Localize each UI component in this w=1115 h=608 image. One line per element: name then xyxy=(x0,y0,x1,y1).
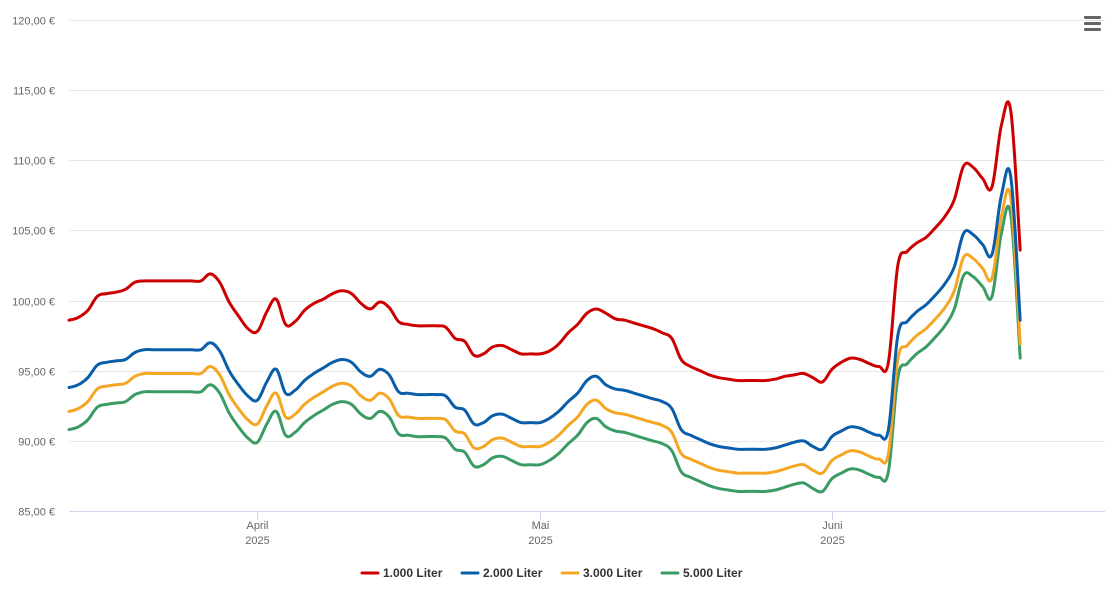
y-tick-label: 100,00 € xyxy=(12,297,55,309)
legend-label: 5.000 Liter xyxy=(683,566,743,580)
x-tick-label-year: 2025 xyxy=(245,535,269,547)
y-tick-label: 110,00 € xyxy=(13,156,55,168)
x-tick-label-year: 2025 xyxy=(820,535,844,547)
series-line-3[interactable] xyxy=(67,187,1022,476)
menu-bar-icon xyxy=(1084,22,1101,25)
y-tick-label: 95,00 € xyxy=(18,367,55,379)
x-axis: April 2025 Mai 2025 Juni 2025 xyxy=(69,511,1105,547)
x-tick-label-month: Juni xyxy=(822,520,842,532)
y-tick-label: 120,00 € xyxy=(12,16,55,28)
series-line-1[interactable] xyxy=(67,100,1022,384)
legend-label: 3.000 Liter xyxy=(583,566,643,580)
y-axis: 120,00 € 115,00 € 110,00 € 105,00 € 100,00 €… xyxy=(12,16,55,519)
y-tick-label: 105,00 € xyxy=(12,226,55,238)
x-tick-label-year: 2025 xyxy=(528,535,552,547)
legend-item[interactable]: 5.000 Liter xyxy=(660,566,743,580)
menu-bar-icon xyxy=(1084,28,1101,31)
series-line-4[interactable] xyxy=(67,204,1022,494)
series-line-2[interactable] xyxy=(67,167,1022,452)
chart-menu-hamburger-icon[interactable] xyxy=(1081,12,1105,34)
series-lines xyxy=(67,100,1022,494)
legend-item[interactable]: 3.000 Liter xyxy=(560,566,643,580)
legend-label: 2.000 Liter xyxy=(483,566,543,580)
legend[interactable]: 1.000 Liter 2.000 Liter 3.000 Liter 5.000 L… xyxy=(360,566,743,580)
legend-item[interactable]: 2.000 Liter xyxy=(460,566,543,580)
y-tick-label: 115,00 € xyxy=(13,86,55,98)
y-tick-label: 85,00 € xyxy=(18,507,55,519)
grid-lines xyxy=(69,20,1105,442)
legend-item[interactable]: 1.000 Liter xyxy=(360,566,443,580)
x-tick-label-month: April xyxy=(246,520,268,532)
menu-bar-icon xyxy=(1084,16,1101,19)
y-tick-label: 90,00 € xyxy=(18,437,55,449)
legend-label: 1.000 Liter xyxy=(383,566,443,580)
x-tick-label-month: Mai xyxy=(532,520,550,532)
